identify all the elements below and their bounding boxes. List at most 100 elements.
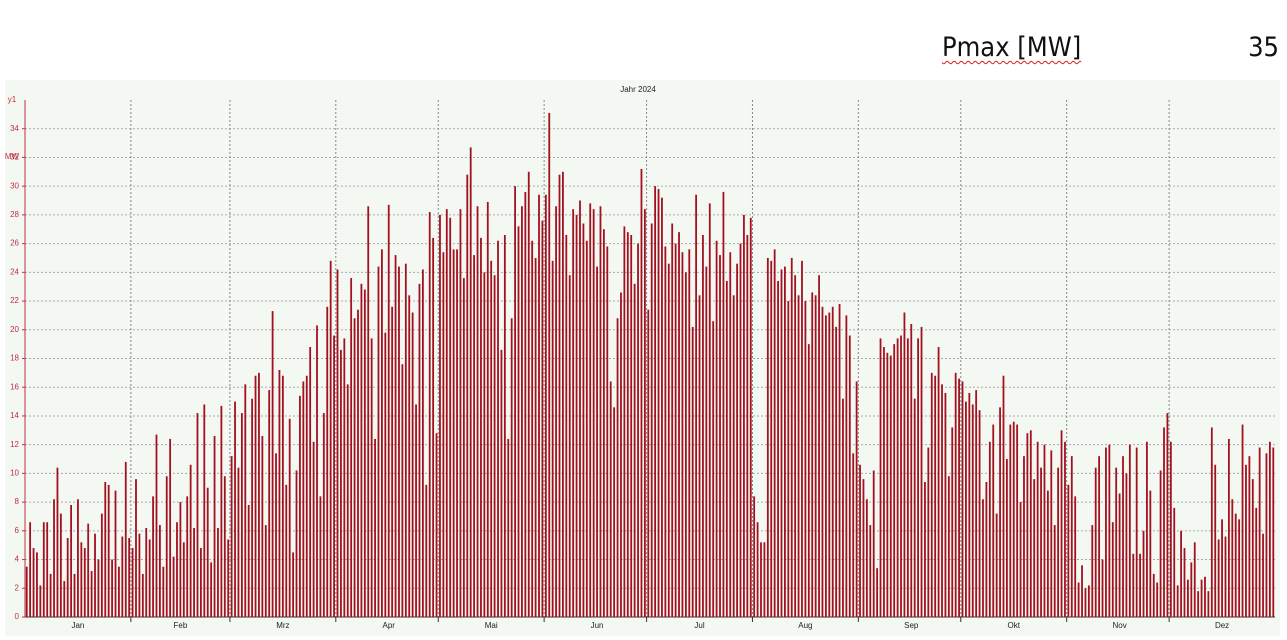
bar bbox=[869, 525, 872, 617]
bar bbox=[138, 533, 141, 617]
bar bbox=[579, 200, 581, 617]
bar bbox=[346, 384, 349, 617]
bar bbox=[247, 504, 250, 617]
bar bbox=[336, 269, 339, 617]
bar bbox=[387, 204, 390, 617]
y-tick-label: 32 bbox=[10, 153, 19, 162]
bar bbox=[1087, 585, 1090, 617]
y-tick-label: 6 bbox=[15, 526, 20, 535]
bar bbox=[435, 433, 438, 617]
bar bbox=[521, 206, 523, 617]
bar bbox=[36, 552, 38, 617]
bar bbox=[1187, 579, 1189, 617]
y-tick-label: 26 bbox=[10, 239, 19, 248]
bar bbox=[394, 255, 397, 617]
bar bbox=[910, 324, 913, 617]
bar bbox=[510, 318, 513, 617]
bar bbox=[725, 280, 728, 617]
bar bbox=[1234, 513, 1237, 617]
bar bbox=[661, 197, 663, 617]
bar bbox=[623, 226, 626, 617]
bar bbox=[982, 499, 984, 617]
bar bbox=[196, 413, 199, 617]
y-tick-label: 12 bbox=[10, 440, 19, 449]
bar bbox=[872, 470, 875, 617]
bar bbox=[357, 309, 359, 617]
bar bbox=[971, 404, 974, 617]
bar bbox=[616, 318, 619, 617]
bar bbox=[978, 410, 981, 617]
bar bbox=[1084, 588, 1087, 617]
bar bbox=[1074, 496, 1077, 617]
bar bbox=[305, 375, 308, 617]
bar bbox=[818, 275, 820, 617]
bar bbox=[541, 220, 544, 617]
bar bbox=[784, 266, 786, 617]
bar bbox=[1016, 424, 1019, 617]
bar bbox=[230, 456, 233, 617]
bar bbox=[1245, 464, 1247, 617]
bar bbox=[896, 338, 899, 617]
bar bbox=[944, 392, 947, 617]
bar bbox=[708, 203, 711, 617]
bar bbox=[862, 479, 865, 617]
bar bbox=[749, 217, 752, 617]
bar bbox=[1231, 499, 1234, 617]
bar bbox=[831, 306, 834, 617]
bar bbox=[1036, 441, 1039, 617]
bar bbox=[1149, 490, 1152, 617]
bar bbox=[176, 522, 178, 617]
bar bbox=[1009, 424, 1012, 617]
bar bbox=[626, 232, 629, 617]
bar bbox=[118, 566, 120, 617]
bar bbox=[1067, 484, 1070, 617]
y-tick-label: 2 bbox=[15, 583, 20, 592]
bar bbox=[107, 484, 110, 617]
bar bbox=[462, 278, 465, 617]
bar bbox=[258, 372, 260, 617]
bar bbox=[87, 523, 90, 617]
bar bbox=[1023, 456, 1025, 617]
bar bbox=[46, 522, 49, 617]
bar bbox=[456, 249, 458, 617]
bar bbox=[182, 542, 185, 617]
bar bbox=[773, 249, 776, 617]
bar bbox=[1040, 467, 1042, 617]
bar bbox=[480, 237, 482, 617]
bar bbox=[766, 257, 769, 617]
bar bbox=[1258, 447, 1261, 617]
bar bbox=[1159, 470, 1162, 617]
bar bbox=[1057, 467, 1060, 617]
bar bbox=[104, 482, 107, 617]
bar bbox=[743, 214, 745, 617]
bar bbox=[401, 364, 404, 617]
bar bbox=[790, 257, 793, 617]
bar bbox=[688, 249, 691, 617]
bar bbox=[985, 482, 988, 617]
bar bbox=[384, 332, 387, 617]
bar bbox=[589, 203, 592, 617]
bar bbox=[937, 347, 940, 617]
bar bbox=[121, 536, 124, 617]
bar bbox=[988, 441, 991, 617]
bar bbox=[70, 504, 73, 617]
bar bbox=[807, 344, 810, 617]
bar bbox=[842, 398, 844, 617]
bar bbox=[374, 438, 376, 617]
bar bbox=[828, 312, 831, 617]
bar bbox=[1217, 539, 1220, 617]
y-tick-label: 14 bbox=[10, 411, 19, 420]
bar bbox=[363, 289, 366, 617]
bar bbox=[1210, 427, 1213, 617]
bar bbox=[377, 266, 380, 617]
bar bbox=[319, 496, 322, 617]
bar bbox=[73, 573, 76, 617]
x-tick-label: Jan bbox=[71, 621, 84, 630]
bar bbox=[367, 206, 370, 617]
bar bbox=[309, 347, 312, 617]
bar bbox=[596, 266, 598, 617]
bar bbox=[1268, 441, 1271, 617]
bar bbox=[1156, 582, 1159, 617]
